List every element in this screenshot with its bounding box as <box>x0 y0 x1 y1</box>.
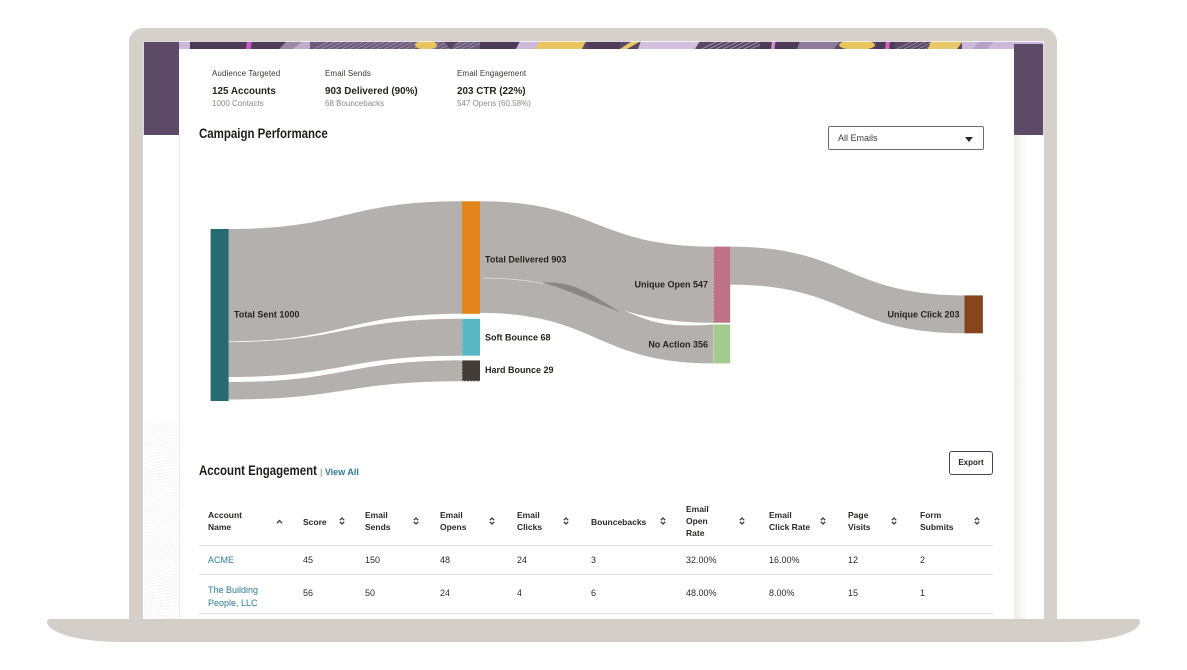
svg-text:Soft Bounce 68: Soft Bounce 68 <box>485 333 551 343</box>
svg-text:Hard Bounce 29: Hard Bounce 29 <box>485 365 554 375</box>
svg-text:Total Sent 1000: Total Sent 1000 <box>234 310 299 320</box>
svg-text:Total Delivered 903: Total Delivered 903 <box>485 255 566 265</box>
svg-text:Unique Click 203: Unique Click 203 <box>887 310 959 320</box>
svg-text:Unique Open 547: Unique Open 547 <box>634 280 708 290</box>
svg-text:No Action 356: No Action 356 <box>648 340 708 350</box>
